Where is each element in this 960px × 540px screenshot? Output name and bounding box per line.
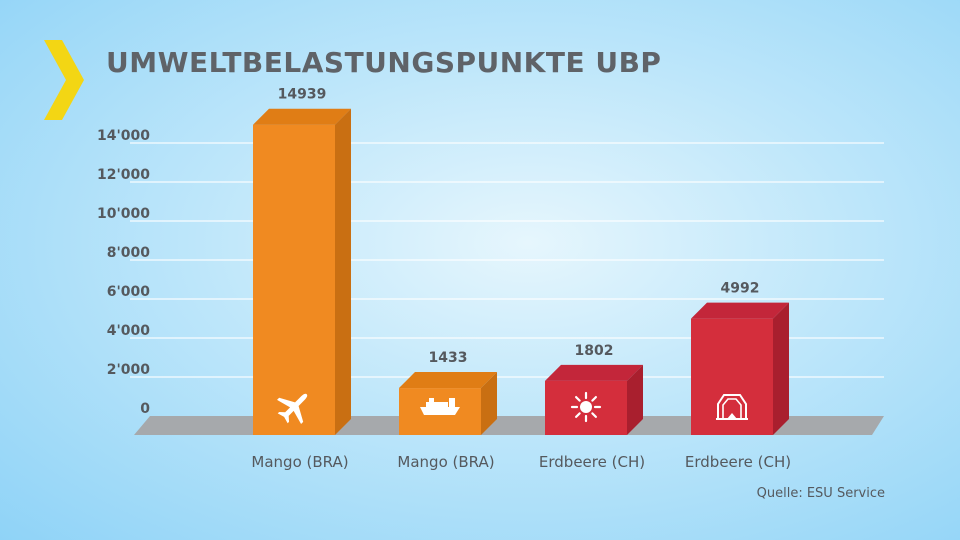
category-label: Erdbeere (CH) — [539, 453, 645, 471]
y-tick-label: 14'000 — [97, 128, 150, 144]
bar-top — [691, 302, 789, 319]
bar-top — [545, 364, 643, 381]
data-label: 1433 — [429, 350, 468, 366]
y-tick-label: 10'000 — [97, 206, 150, 222]
airplane-icon — [277, 393, 308, 424]
y-tick-label: 0 — [140, 401, 150, 417]
bar-side — [335, 108, 351, 435]
bar-side — [773, 302, 789, 435]
y-tick-label: 6'000 — [107, 284, 151, 300]
bar-side — [627, 364, 643, 435]
chart-title: UMWELTBELASTUNGSPUNKTE UBP — [106, 46, 662, 79]
category-label: Mango (BRA) — [397, 453, 494, 471]
bar-front — [253, 124, 335, 435]
data-label: 1802 — [575, 343, 614, 359]
bar — [399, 372, 497, 435]
category-label: Erdbeere (CH) — [685, 453, 791, 471]
y-tick-label: 4'000 — [107, 323, 151, 339]
bar — [253, 108, 351, 435]
sun-icon — [570, 391, 602, 423]
greenhouse-icon — [716, 394, 748, 420]
data-label: 4992 — [721, 281, 760, 297]
y-tick-label: 12'000 — [97, 167, 150, 183]
bar-top — [399, 372, 497, 389]
chevron-logo-icon — [44, 40, 84, 120]
bar-side — [481, 372, 497, 435]
bar — [545, 364, 643, 435]
data-label: 14939 — [278, 87, 327, 103]
y-tick-label: 2'000 — [107, 362, 151, 378]
cargo-ship-icon — [420, 398, 460, 415]
y-tick-label: 8'000 — [107, 245, 151, 261]
bar — [691, 302, 789, 435]
bar-top — [253, 108, 351, 125]
source-note: Quelle: ESU Service — [756, 486, 885, 501]
category-label: Mango (BRA) — [251, 453, 348, 471]
